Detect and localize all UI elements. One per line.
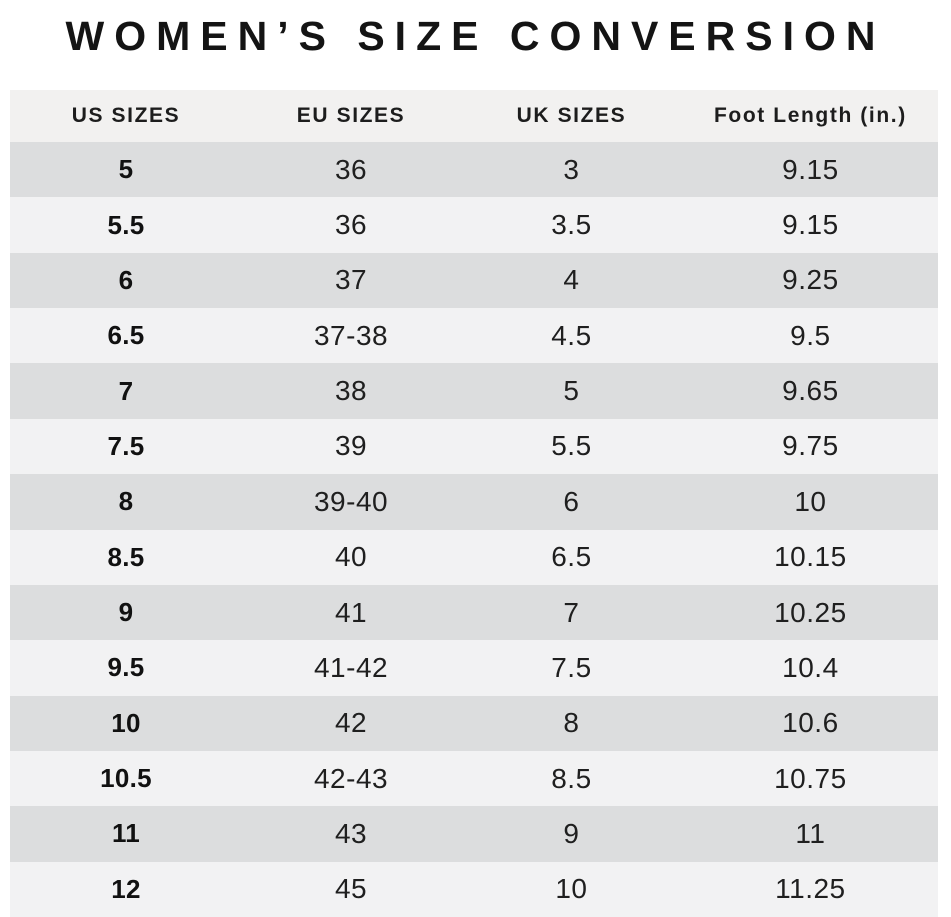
us-size-cell: 5 bbox=[118, 154, 134, 185]
column-header: EU SIZES bbox=[296, 104, 406, 127]
table-row: 6.5 37-38 4.5 9.5 bbox=[10, 308, 938, 364]
table-cell: 9 bbox=[563, 817, 580, 849]
table-cell: 10.4 bbox=[782, 651, 839, 683]
table-cell: 9.75 bbox=[782, 430, 839, 462]
table-cell: 36 bbox=[334, 209, 368, 241]
table-cell: 36 bbox=[334, 153, 368, 185]
column-header: US SIZES bbox=[71, 104, 181, 127]
table-cell: 10.6 bbox=[782, 707, 839, 739]
table-cell: 39 bbox=[334, 430, 368, 462]
table-row: 8.5 40 6.5 10.15 bbox=[10, 529, 938, 585]
table-row: 7.5 39 5.5 9.75 bbox=[10, 418, 938, 475]
table-header-row: US SIZES EU SIZES UK SIZES Foot Length (in.… bbox=[10, 90, 938, 142]
page-title: WOMEN’S SIZE CONVERSION bbox=[65, 13, 886, 59]
table-cell: 45 bbox=[334, 873, 368, 905]
table-cell: 11 bbox=[795, 817, 826, 849]
us-size-cell: 10 bbox=[111, 707, 141, 738]
table-cell: 10.15 bbox=[774, 541, 847, 573]
table-header: US SIZES EU SIZES UK SIZES Foot Length (in.… bbox=[10, 90, 938, 142]
table-cell: 41 bbox=[334, 596, 368, 628]
table-row: 11 43 9 11 bbox=[10, 806, 938, 862]
table-body: 5 36 3 9.15 5.5 36 3.5 9.15 6 37 4 9.25 6.5 37-38 4.5 9… bbox=[10, 142, 938, 917]
us-size-cell: 5.5 bbox=[107, 209, 145, 240]
table-cell: 37-38 bbox=[313, 319, 389, 351]
table-cell: 6.5 bbox=[551, 541, 592, 573]
table-cell: 10.75 bbox=[774, 762, 847, 794]
table-row: 12 45 10 11.25 bbox=[10, 861, 938, 917]
us-size-cell: 6 bbox=[118, 264, 134, 295]
table-cell: 9.15 bbox=[782, 209, 839, 241]
table-row: 5.5 36 3.5 9.15 bbox=[10, 197, 938, 253]
table-cell: 4.5 bbox=[551, 319, 592, 351]
table-cell: 9.5 bbox=[790, 319, 831, 351]
us-size-cell: 8 bbox=[118, 486, 134, 517]
table-cell: 4 bbox=[563, 264, 580, 296]
table-cell: 10 bbox=[794, 485, 827, 517]
table-row: 8 39-40 6 10 bbox=[10, 474, 938, 530]
table-row: 10.5 42-43 8.5 10.75 bbox=[10, 750, 938, 807]
column-header: UK SIZES bbox=[516, 104, 627, 127]
table-cell: 8 bbox=[563, 707, 580, 739]
table-row: 7 38 5 9.65 bbox=[10, 363, 938, 419]
table-cell: 9.25 bbox=[782, 264, 839, 296]
table-row: 6 37 4 9.25 bbox=[10, 252, 938, 309]
table-cell: 7 bbox=[563, 596, 580, 628]
table-cell: 9.15 bbox=[782, 153, 839, 185]
us-size-cell: 12 bbox=[111, 873, 141, 904]
table-cell: 3.5 bbox=[551, 209, 592, 241]
table-cell: 3 bbox=[563, 153, 580, 185]
table-cell: 11.25 bbox=[775, 873, 846, 905]
table-cell: 37 bbox=[334, 264, 368, 296]
table-cell: 8.5 bbox=[551, 762, 592, 794]
us-size-cell: 7 bbox=[118, 375, 134, 406]
us-size-cell: 11 bbox=[111, 818, 141, 849]
us-size-cell: 10.5 bbox=[100, 763, 152, 794]
table-row: 9 41 7 10.25 bbox=[10, 584, 938, 641]
table-cell: 40 bbox=[334, 541, 368, 573]
table-row: 5 36 3 9.15 bbox=[10, 142, 938, 198]
column-header: Foot Length (in.) bbox=[713, 104, 907, 127]
table-cell: 10 bbox=[555, 873, 588, 905]
us-size-cell: 8.5 bbox=[107, 541, 145, 572]
table-cell: 7.5 bbox=[551, 651, 592, 683]
table-row: 10 42 8 10.6 bbox=[10, 695, 938, 751]
table-cell: 39-40 bbox=[313, 485, 389, 517]
table-cell: 42-43 bbox=[313, 762, 389, 794]
table-cell: 41-42 bbox=[313, 651, 389, 683]
size-conversion-table: US SIZES EU SIZES UK SIZES Foot Length (in.… bbox=[10, 90, 938, 917]
table-cell: 9.65 bbox=[782, 375, 839, 407]
us-size-cell: 7.5 bbox=[107, 430, 145, 461]
us-size-cell: 9 bbox=[118, 597, 134, 628]
table-cell: 10.25 bbox=[774, 596, 847, 628]
table-cell: 43 bbox=[334, 817, 368, 849]
us-size-cell: 9.5 bbox=[107, 652, 145, 683]
table-cell: 42 bbox=[334, 707, 368, 739]
table-cell: 6 bbox=[563, 485, 580, 517]
table-cell: 5.5 bbox=[551, 430, 592, 462]
table-row: 9.5 41-42 7.5 10.4 bbox=[10, 640, 938, 696]
table-cell: 5 bbox=[563, 375, 580, 407]
table-cell: 38 bbox=[334, 375, 368, 407]
us-size-cell: 6.5 bbox=[107, 320, 145, 351]
